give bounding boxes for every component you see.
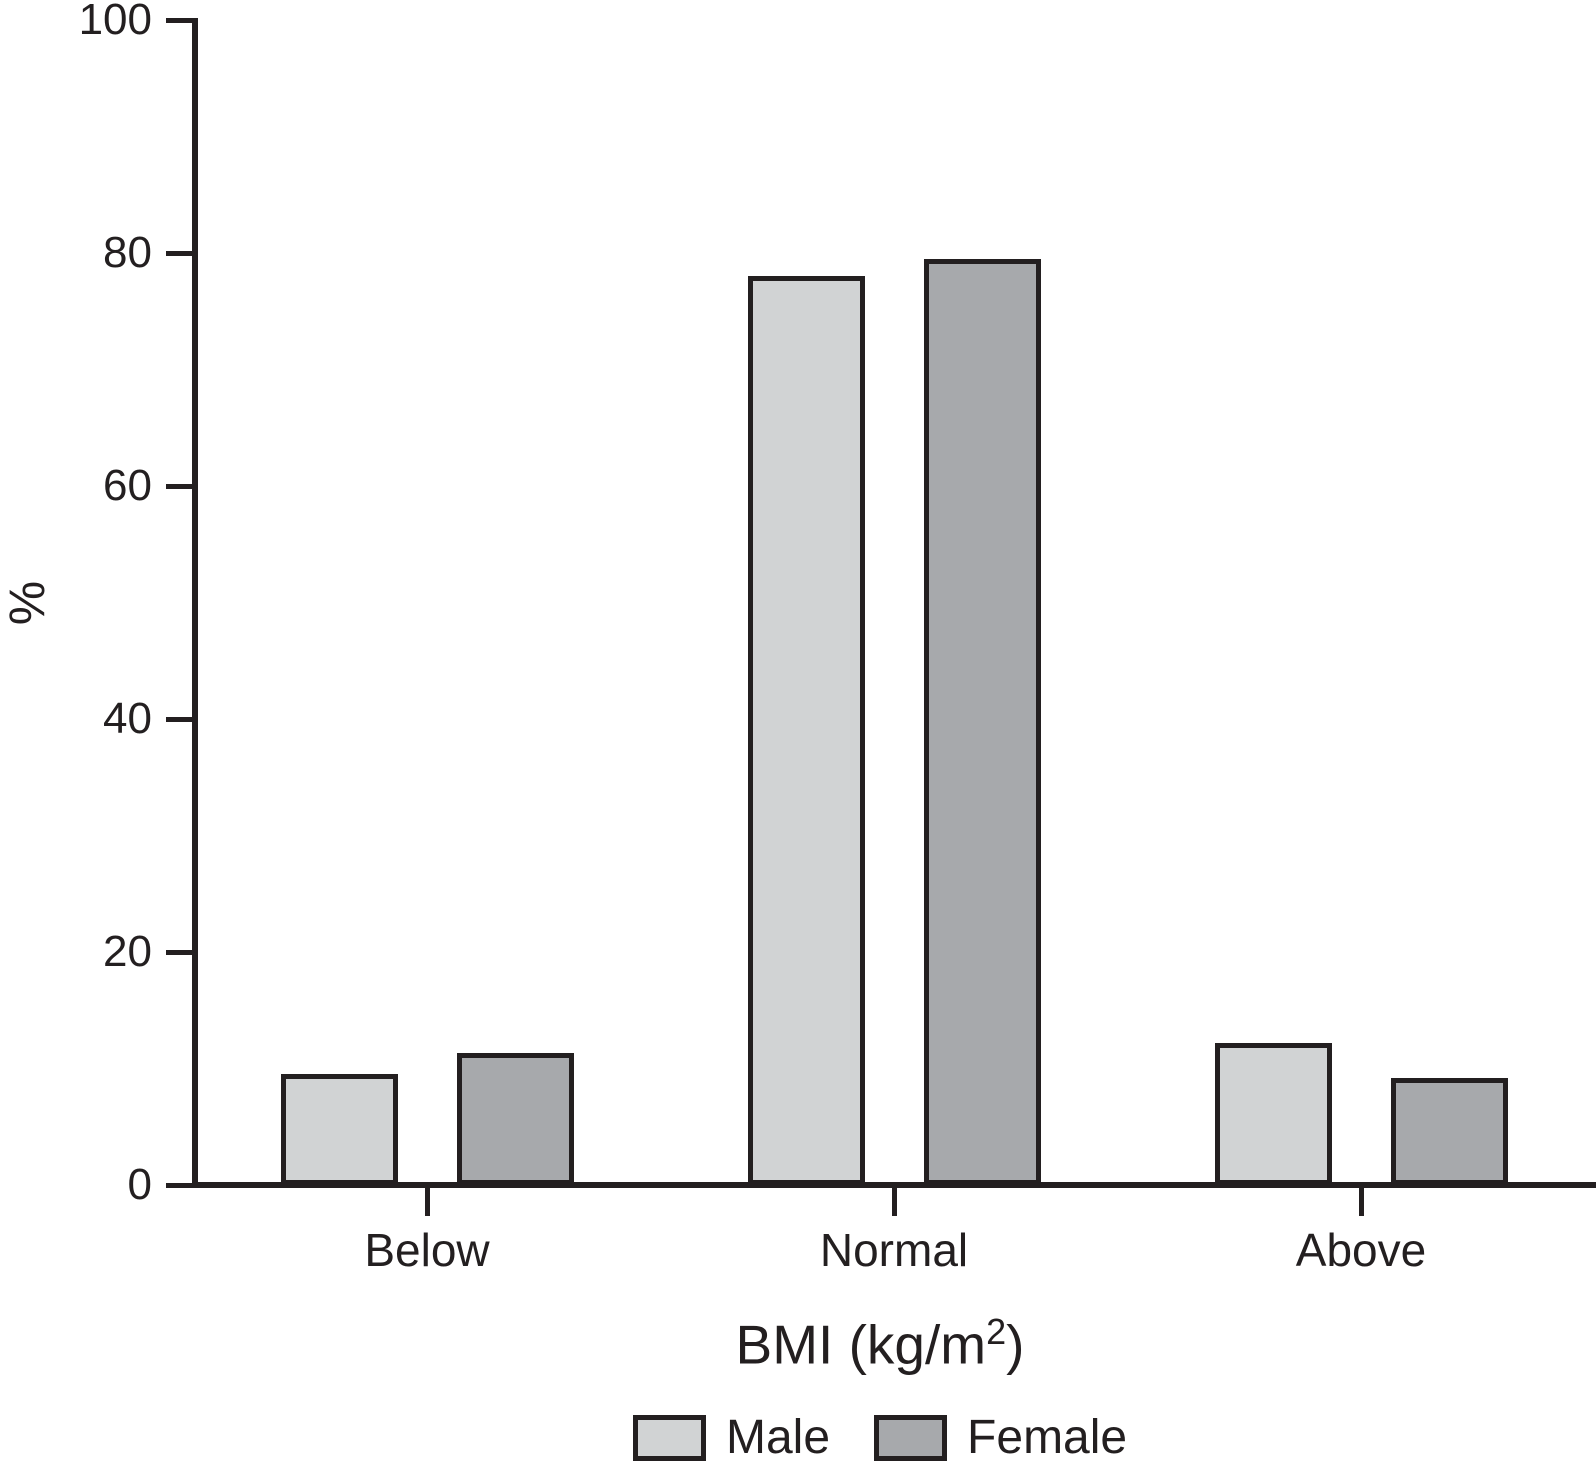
y-tick-100: [166, 17, 192, 23]
y-tick-label-20: 20: [103, 927, 152, 976]
bar-female-normal: [923, 258, 1041, 1185]
x-axis-line: [192, 1182, 1596, 1188]
legend-item-male: Male: [633, 1412, 830, 1464]
x-tick-normal: [891, 1188, 897, 1216]
legend-label-male: Male: [726, 1411, 831, 1464]
y-axis-line: [192, 18, 198, 1188]
legend-item-female: Female: [874, 1412, 1127, 1464]
x-axis-label-superscript: 2: [986, 1311, 1007, 1352]
y-tick-label-80: 80: [103, 228, 152, 277]
legend-swatch-female: [874, 1415, 948, 1461]
bar-male-normal: [747, 276, 865, 1185]
y-tick-20: [166, 949, 192, 955]
bar-female-above: [1390, 1077, 1508, 1185]
legend-swatch-male: [633, 1415, 706, 1461]
bar-male-above: [1214, 1042, 1332, 1185]
y-tick-80: [166, 250, 192, 256]
y-tick-60: [166, 483, 192, 489]
bar-male-below: [280, 1074, 398, 1185]
legend-label-female: Female: [967, 1411, 1128, 1464]
y-axis-label: %: [0, 580, 55, 626]
y-tick-label-100: 100: [78, 0, 152, 44]
x-tick-above: [1358, 1188, 1364, 1216]
y-tick-label-0: 0: [127, 1160, 152, 1209]
x-axis-label-text: BMI (kg/m: [735, 1313, 987, 1376]
x-axis-label: BMI (kg/m2): [628, 1300, 1132, 1376]
category-label-above: Above: [1295, 1224, 1427, 1276]
y-tick-label-60: 60: [103, 461, 152, 510]
y-tick-label-40: 40: [103, 694, 152, 743]
y-tick-40: [166, 716, 192, 722]
category-label-below: Below: [364, 1224, 490, 1276]
x-axis-label-close: ): [1006, 1313, 1025, 1376]
category-label-normal: Normal: [819, 1224, 969, 1276]
x-tick-below: [424, 1188, 430, 1216]
y-tick-0: [166, 1182, 192, 1188]
legend: Male Female: [633, 1412, 1127, 1464]
bar-female-below: [456, 1053, 574, 1185]
